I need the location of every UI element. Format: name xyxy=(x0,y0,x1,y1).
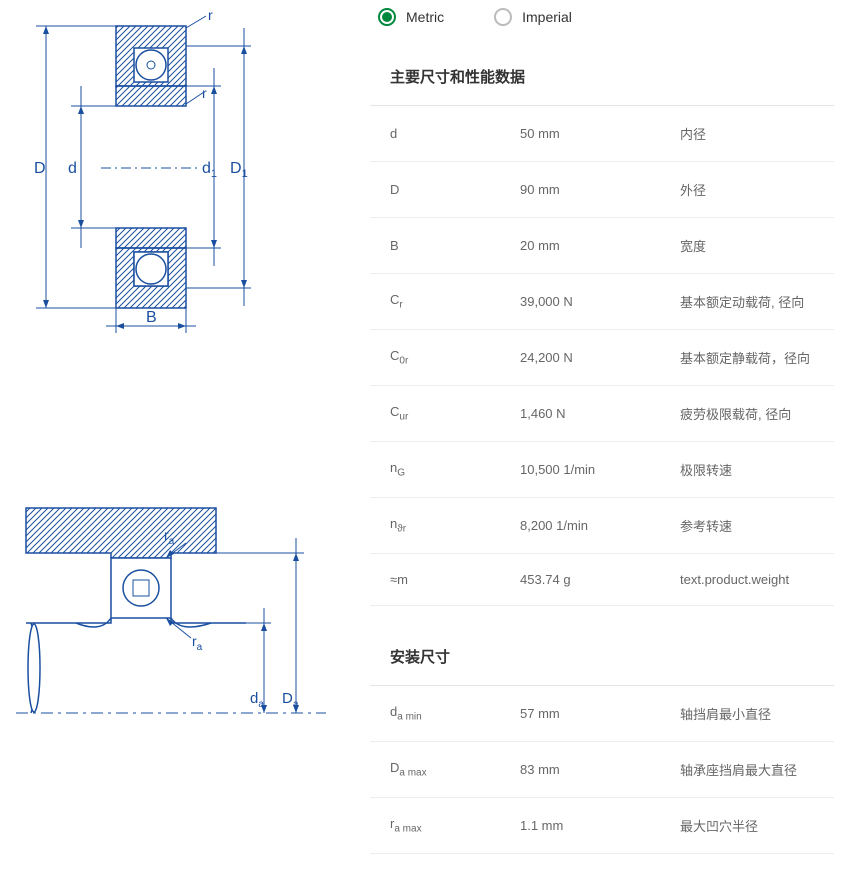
spec-symbol: C0r xyxy=(390,348,520,367)
spec-value: 20 mm xyxy=(520,238,680,253)
spec-value: 90 mm xyxy=(520,182,680,197)
label-d: d xyxy=(68,160,77,177)
spec-value: 50 mm xyxy=(520,126,680,141)
spec-value: 57 mm xyxy=(520,706,680,721)
spec-symbol: da min xyxy=(390,704,520,723)
spec-description: 参考转速 xyxy=(680,516,824,535)
radio-unchecked-icon xyxy=(494,8,512,26)
svg-text:da: da xyxy=(250,690,264,710)
spec-description: text.product.weight xyxy=(680,572,824,587)
spec-value: 10,500 1/min xyxy=(520,462,680,477)
spec-row: ra max1.1 mm最大凹穴半径 xyxy=(370,798,834,854)
spec-description: 最大凹穴半径 xyxy=(680,816,824,835)
svg-text:B: B xyxy=(146,309,157,326)
spec-symbol: ≈m xyxy=(390,572,520,587)
mounting-diagram: ra ra da Da xyxy=(16,498,360,738)
spec-row: C0r24,200 N基本额定静载荷，径向 xyxy=(370,330,834,386)
spec-description: 轴挡肩最小直径 xyxy=(680,704,824,723)
svg-text:r: r xyxy=(202,85,207,101)
spec-row: B20 mm宽度 xyxy=(370,218,834,274)
spec-row: nϑr8,200 1/min参考转速 xyxy=(370,498,834,554)
spec-row: Da max83 mm轴承座挡肩最大直径 xyxy=(370,742,834,798)
spec-description: 宽度 xyxy=(680,236,824,255)
spec-row: Cr39,000 N基本额定动载荷, 径向 xyxy=(370,274,834,330)
spec-symbol: nϑr xyxy=(390,516,520,535)
svg-text:r: r xyxy=(208,8,213,23)
spec-value: 39,000 N xyxy=(520,294,680,309)
bearing-cross-section-diagram: D d d1 D1 xyxy=(16,8,360,338)
spec-value: 8,200 1/min xyxy=(520,518,680,533)
spec-description: 基本额定静载荷，径向 xyxy=(680,348,824,367)
spec-description: 基本额定动载荷, 径向 xyxy=(680,292,824,311)
section-title: 安装尺寸 xyxy=(370,646,834,686)
spec-row: Cur1,460 N疲劳极限载荷, 径向 xyxy=(370,386,834,442)
label-D: D xyxy=(34,160,46,177)
spec-symbol: nG xyxy=(390,460,520,479)
unit-selector: Metric Imperial xyxy=(370,8,834,26)
unit-imperial-radio[interactable]: Imperial xyxy=(494,8,572,26)
spec-row: D90 mm外径 xyxy=(370,162,834,218)
svg-text:D1: D1 xyxy=(230,160,248,180)
section-title: 主要尺寸和性能数据 xyxy=(370,66,834,106)
spec-symbol: B xyxy=(390,238,520,253)
spec-row: da min57 mm轴挡肩最小直径 xyxy=(370,686,834,742)
radio-checked-icon xyxy=(378,8,396,26)
unit-metric-radio[interactable]: Metric xyxy=(378,8,444,26)
unit-metric-label: Metric xyxy=(406,9,444,25)
spec-description: 外径 xyxy=(680,180,824,199)
spec-symbol: Cur xyxy=(390,404,520,423)
spec-value: 83 mm xyxy=(520,762,680,777)
spec-value: 1.1 mm xyxy=(520,818,680,833)
svg-text:d1: d1 xyxy=(202,160,217,180)
spec-description: 极限转速 xyxy=(680,460,824,479)
spec-description: 轴承座挡肩最大直径 xyxy=(680,760,824,779)
spec-symbol: d xyxy=(390,126,520,141)
spec-symbol: Da max xyxy=(390,760,520,779)
spec-description: 内径 xyxy=(680,124,824,143)
spec-symbol: Cr xyxy=(390,292,520,311)
spec-value: 1,460 N xyxy=(520,406,680,421)
spec-symbol: D xyxy=(390,182,520,197)
spec-row: ≈m453.74 gtext.product.weight xyxy=(370,554,834,606)
unit-imperial-label: Imperial xyxy=(522,9,572,25)
spec-symbol: ra max xyxy=(390,816,520,835)
spec-value: 453.74 g xyxy=(520,572,680,587)
spec-row: nG10,500 1/min极限转速 xyxy=(370,442,834,498)
spec-row: d50 mm内径 xyxy=(370,106,834,162)
spec-description: 疲劳极限载荷, 径向 xyxy=(680,404,824,423)
spec-value: 24,200 N xyxy=(520,350,680,365)
